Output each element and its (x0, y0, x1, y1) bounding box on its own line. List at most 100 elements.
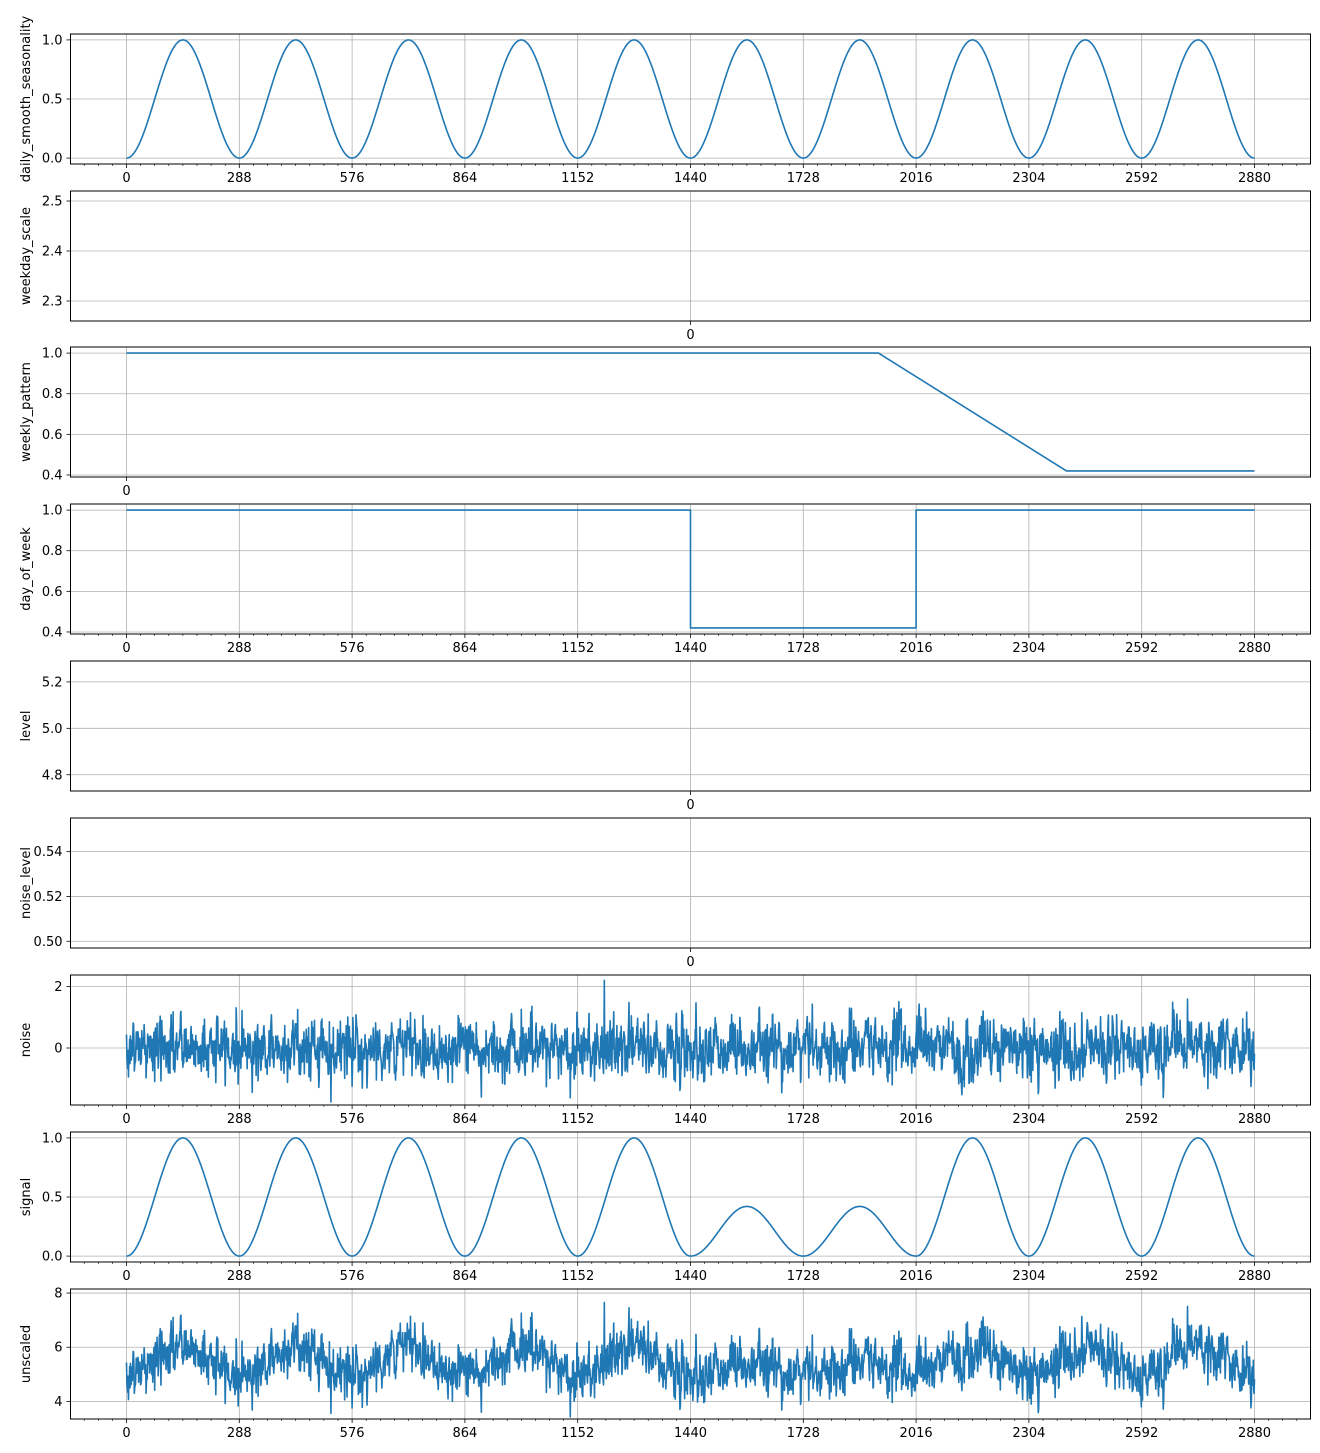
y-tick-label: 8 (54, 1287, 62, 1302)
x-tick-label: 1728 (787, 1426, 820, 1441)
x-tick-label: 0 (122, 171, 130, 186)
x-tick-label: 1728 (787, 1269, 820, 1284)
x-tick-label: 2016 (900, 1112, 933, 1127)
series-line-noise (125, 979, 1256, 1103)
series-line-weekly_pattern (126, 352, 1255, 472)
y-tick-label: 4 (54, 1395, 62, 1410)
x-tick-label: 576 (340, 1112, 365, 1127)
x-tick-label: 864 (452, 171, 477, 186)
y-tick-label: 1.0 (42, 1131, 63, 1146)
x-tick-label: 1152 (561, 1426, 594, 1441)
x-tick-label: 2304 (1012, 1269, 1045, 1284)
y-tick-label: 0.8 (42, 544, 63, 559)
x-tick-label: 0 (122, 1269, 130, 1284)
x-tick-label: 1152 (561, 171, 594, 186)
x-tick-label: 2880 (1238, 1269, 1271, 1284)
x-tick-label: 0 (122, 1112, 130, 1127)
y-tick-label: 0.0 (42, 1250, 63, 1265)
y-tick-label: 0.5 (42, 93, 63, 108)
x-tick-label: 2880 (1238, 641, 1271, 656)
y-tick-label: 0.50 (34, 935, 63, 950)
y-tick-label: 0.52 (34, 890, 63, 905)
x-tick-label: 288 (227, 1426, 252, 1441)
x-tick-label: 2016 (900, 1426, 933, 1441)
y-tick-label: 1.0 (42, 504, 63, 519)
x-tick-label: 2592 (1125, 641, 1158, 656)
x-tick-label: 2016 (900, 1269, 933, 1284)
y-tick-label: 0 (54, 1042, 62, 1057)
series-line-daily_smooth_seasonality (126, 39, 1255, 159)
x-tick-label: 2592 (1125, 1112, 1158, 1127)
x-tick-label: 2304 (1012, 171, 1045, 186)
panel-weekday_scale: 0 2.3 2.4 2.5 weekday_scale (19, 190, 1311, 343)
y-axis-label: daily_smooth_seasonality (19, 15, 34, 182)
y-axis-label: level (19, 711, 34, 742)
x-tick-label: 1440 (674, 171, 707, 186)
y-axis-label: unscaled (19, 1325, 34, 1383)
y-tick-label: 0.8 (42, 387, 63, 402)
x-tick-label: 1440 (674, 1112, 707, 1127)
x-tick-label: 864 (452, 1112, 477, 1127)
x-tick-label: 576 (340, 1269, 365, 1284)
panel-daily_smooth_seasonality: 0 288 576 864 1152 1440 1728 2016 2304 2592 2880 0.… (19, 15, 1311, 186)
panel-weekly_pattern: 0 0.4 0.6 0.8 1.0 weekly_pattern (19, 346, 1311, 499)
panel-signal: 0 288 576 864 1152 1440 1728 2016 2304 2592 2880 0.… (19, 1131, 1311, 1284)
y-axis-label: day_of_week (19, 527, 34, 611)
y-tick-label: 5.2 (42, 675, 63, 690)
y-tick-label: 1.0 (42, 347, 63, 362)
panel-noise: 0 288 576 864 1152 1440 1728 2016 2304 2592 2880 0 2… (19, 974, 1311, 1127)
y-tick-label: 0.0 (42, 152, 63, 167)
y-tick-label: 0.4 (42, 625, 63, 640)
y-axis-label: noise_level (19, 847, 34, 919)
x-tick-label: 0 (122, 641, 130, 656)
y-tick-label: 2.5 (42, 195, 63, 210)
x-tick-label: 864 (452, 1426, 477, 1441)
x-tick-label: 2016 (900, 171, 933, 186)
x-tick-label: 0 (686, 798, 694, 813)
x-tick-label: 576 (340, 171, 365, 186)
y-tick-label: 4.8 (42, 768, 63, 783)
x-tick-label: 1440 (674, 1426, 707, 1441)
y-axis-label: signal (19, 1178, 34, 1216)
x-tick-label: 1440 (674, 1269, 707, 1284)
x-tick-label: 2880 (1238, 1426, 1271, 1441)
y-tick-label: 0.6 (42, 585, 63, 600)
y-tick-label: 2.4 (42, 245, 63, 260)
y-tick-label: 1.0 (42, 33, 63, 48)
y-tick-label: 5.0 (42, 722, 63, 737)
x-tick-label: 1152 (561, 641, 594, 656)
axes-frame (70, 346, 1311, 478)
x-tick-label: 0 (686, 328, 694, 343)
x-tick-label: 1728 (787, 641, 820, 656)
x-tick-label: 1152 (561, 1112, 594, 1127)
y-tick-label: 0.4 (42, 468, 63, 483)
panel-unscaled: 0 288 576 864 1152 1440 1728 2016 2304 2592 2880 4 6… (19, 1287, 1311, 1441)
series-line-day_of_week (126, 509, 1255, 629)
y-tick-label: 2 (54, 980, 62, 995)
x-tick-label: 2304 (1012, 641, 1045, 656)
x-tick-label: 2592 (1125, 1426, 1158, 1441)
x-tick-label: 288 (227, 641, 252, 656)
x-tick-label: 0 (686, 955, 694, 970)
y-axis-label: noise (19, 1023, 34, 1058)
series-line-unscaled (125, 1301, 1256, 1418)
x-tick-label: 0 (122, 484, 130, 499)
x-tick-label: 576 (340, 641, 365, 656)
panel-level: 0 4.8 5.0 5.2 level (19, 660, 1311, 813)
x-tick-label: 864 (452, 641, 477, 656)
y-tick-label: 2.3 (42, 295, 63, 310)
y-tick-label: 6 (54, 1341, 62, 1356)
y-axis-label: weekly_pattern (19, 362, 34, 462)
x-tick-label: 576 (340, 1426, 365, 1441)
series-line-signal (126, 1137, 1255, 1257)
x-tick-label: 2304 (1012, 1112, 1045, 1127)
y-tick-label: 0.5 (42, 1191, 63, 1206)
x-tick-label: 288 (227, 1269, 252, 1284)
x-tick-label: 2592 (1125, 171, 1158, 186)
x-tick-label: 2880 (1238, 1112, 1271, 1127)
x-tick-label: 1728 (787, 171, 820, 186)
x-tick-label: 2880 (1238, 171, 1271, 186)
x-tick-label: 2016 (900, 641, 933, 656)
